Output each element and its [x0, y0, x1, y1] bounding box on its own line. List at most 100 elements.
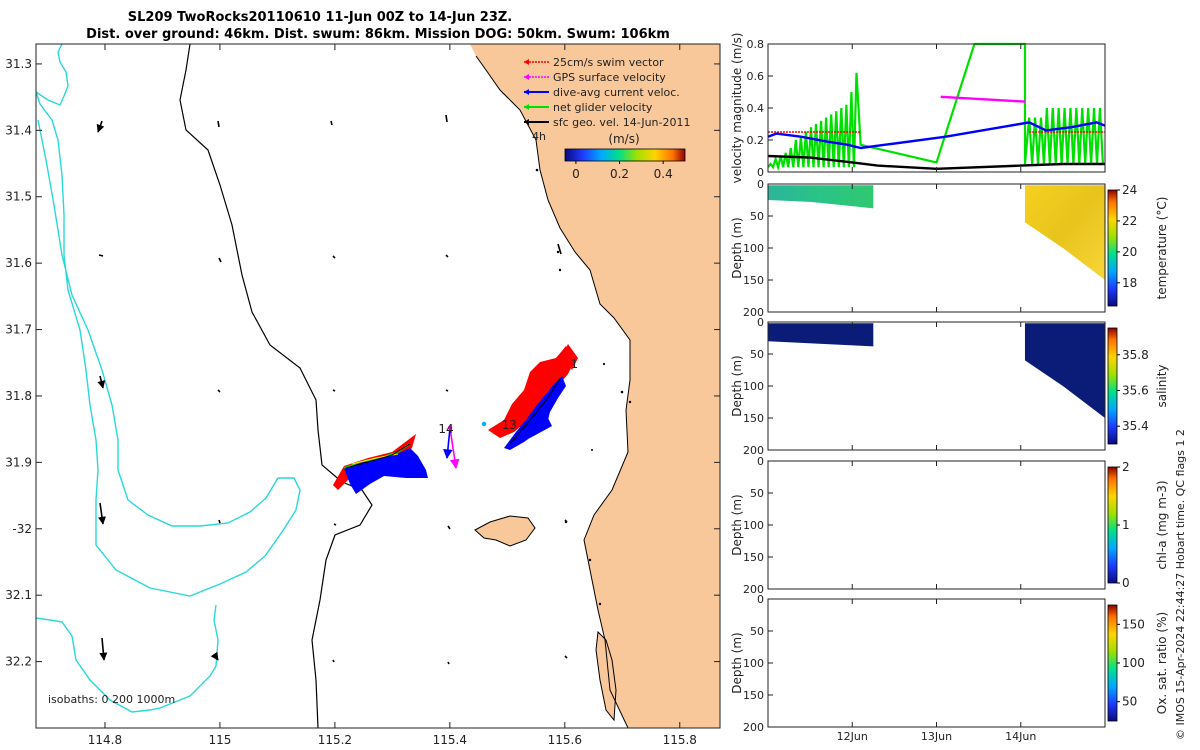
panel-ytick-label: 0.2 [747, 134, 765, 147]
panel-5: 0 50 100 150 200 Depth (m) 50 100 150 Ox. sat. ra… [730, 593, 1169, 734]
panel-ytick-label: 200 [743, 583, 764, 596]
panel-ytick-label: 0.6 [747, 70, 765, 83]
legend-label: sfc geo. vel. 14-Jun-2011 [553, 116, 690, 129]
legend-entry: 25cm/s swim vector [524, 56, 664, 69]
time-axis-label: 14Jun [1005, 730, 1036, 743]
figure-title: SL209 TwoRocks20110610 11-Jun 00Z to 14-… [128, 10, 513, 25]
panel-ytick-label: 50 [750, 210, 764, 223]
panel-colorbar-tick-label: 150 [1122, 617, 1145, 631]
panel-colorbar-label: temperature (°C) [1155, 197, 1169, 300]
panel-ytick-label: 0.8 [747, 38, 765, 51]
time-axis-label: 12Jun [837, 730, 868, 743]
panel-ytick-label: 200 [743, 306, 764, 319]
map-xtick-label: 114.8 [88, 733, 122, 747]
figure-subtitle: Dist. over ground: 46km. Dist. swum: 86k… [86, 27, 670, 42]
series-sfc-geo-vel- [767, 154, 1105, 171]
colorbar-hours-label: 4h [532, 130, 546, 143]
panel-ytick-label: 100 [743, 657, 764, 670]
panel-ytick-label: 100 [743, 380, 764, 393]
map-ytick-label: 31.7 [5, 323, 32, 337]
map-ytick-label: 31.8 [5, 389, 32, 403]
isobath-note: isobaths: 0 200 1000m [48, 693, 175, 706]
colorbar-ticks: 0 0.2 0.4 [572, 161, 673, 181]
panel-ytick-label: 100 [743, 242, 764, 255]
panel-colorbar-tick-label: 22 [1122, 214, 1137, 228]
map-ytick-label: 32.2 [5, 655, 32, 669]
panel-ylabel: velocity magnitude (m/s) [730, 33, 744, 184]
map-ytick-label: 32.1 [5, 588, 32, 602]
panel-ytick-label: 0 [757, 593, 764, 606]
rottnest-island [474, 515, 536, 547]
panel-ytick-label: 200 [743, 721, 764, 734]
map-xtick-label: 115.4 [433, 733, 467, 747]
panel-background [768, 461, 1105, 589]
map-xtick-label: 115.6 [548, 733, 582, 747]
map-legend: 25cm/s swim vector GPS surface velocity di… [524, 56, 690, 129]
track-number-label: 1 [571, 357, 579, 371]
garden-island [595, 630, 617, 722]
panel-ytick-label: 0 [757, 178, 764, 191]
colorbar-unit-label: (m/s) [608, 132, 639, 146]
track-labels: 1 13 14 [438, 357, 578, 436]
legend-arrowhead [524, 104, 529, 110]
map-colorbar: 4h (m/s) 0 0.2 0.4 [532, 130, 686, 181]
panel-ylabel: Depth (m) [730, 494, 744, 555]
map-ytick-label: 31.5 [5, 190, 32, 204]
panel-ytick-label: 200 [743, 444, 764, 457]
isobath-200 [179, 44, 373, 728]
legend-entry: dive-avg current veloc. [524, 86, 680, 99]
panel-colorbar-tick-label: 35.6 [1122, 383, 1149, 397]
panel-colorbar-label: chl-a (mg m-3) [1155, 480, 1169, 569]
panel-ytick-label: 0 [757, 166, 764, 179]
temperature-section-early [768, 185, 874, 209]
map-xtick-label: 115.2 [318, 733, 352, 747]
panel-ytick-label: 150 [743, 689, 764, 702]
panel-4: 0 50 100 150 200 Depth (m) 0 1 2 chl-a (mg m-3) [730, 455, 1169, 596]
panel-colorbar-tick-label: 1 [1122, 518, 1130, 532]
track-number-label: 13 [502, 418, 517, 432]
map-xtick-label: 115.8 [663, 733, 697, 747]
panel-colorbar [1107, 604, 1118, 722]
panel-2: 0 50 100 150 200 Depth (m) 18 20 22 24 temperature… [730, 178, 1169, 319]
map-ytick-label: 31.6 [5, 256, 32, 270]
panel-colorbar-tick-label: 20 [1122, 245, 1137, 259]
map-axis-ticks: 114.8 115 115.2 115.4 115.6 115.8 31.3 31.4 31.5… [5, 44, 720, 747]
track-segment-a [333, 434, 428, 494]
salinity-section-early [768, 323, 874, 347]
track-segment-b [488, 344, 578, 450]
legend-entry: net glider velocity [524, 101, 653, 114]
panel-colorbar-tick-label: 100 [1122, 656, 1145, 670]
mainland [470, 44, 720, 728]
map-ytick-label: 31.3 [5, 57, 32, 71]
legend-label: 25cm/s swim vector [553, 56, 664, 69]
gps-and-current-arrows [443, 421, 487, 469]
colorbar-gradient [564, 148, 686, 162]
coastline-isobath-0 [475, 55, 631, 728]
panel-ytick-label: 50 [750, 625, 764, 638]
legend-label: dive-avg current veloc. [553, 86, 680, 99]
legend-entry: GPS surface velocity [524, 71, 666, 84]
series-dive-avg-current-veloc- [767, 121, 1106, 150]
map-xtick-label: 115 [208, 733, 231, 747]
panel-colorbar [1107, 189, 1118, 307]
panel-colorbar-tick-label: 35.8 [1122, 348, 1149, 362]
panel-colorbar [1107, 327, 1118, 445]
legend-label: net glider velocity [553, 101, 653, 114]
panel-ytick-label: 50 [750, 487, 764, 500]
panel-colorbar-tick-label: 24 [1122, 183, 1137, 197]
track-number-label: 14 [438, 422, 453, 436]
series-gps-surface-velocity [940, 95, 1026, 103]
net-glider-velocity-line [767, 42, 1104, 172]
salinity-section-late [1024, 323, 1105, 418]
panel-colorbar-tick-label: 50 [1122, 695, 1137, 709]
panel-colorbar-label: salinity [1155, 364, 1169, 407]
legend-entry: sfc geo. vel. 14-Jun-2011 [524, 116, 690, 129]
colorbar-tick-label: 0.4 [654, 167, 673, 181]
map-ytick-label: 31.9 [5, 455, 32, 469]
legend-arrowhead [524, 59, 529, 65]
panel-ylabel: Depth (m) [730, 632, 744, 693]
map-frame [35, 43, 721, 729]
